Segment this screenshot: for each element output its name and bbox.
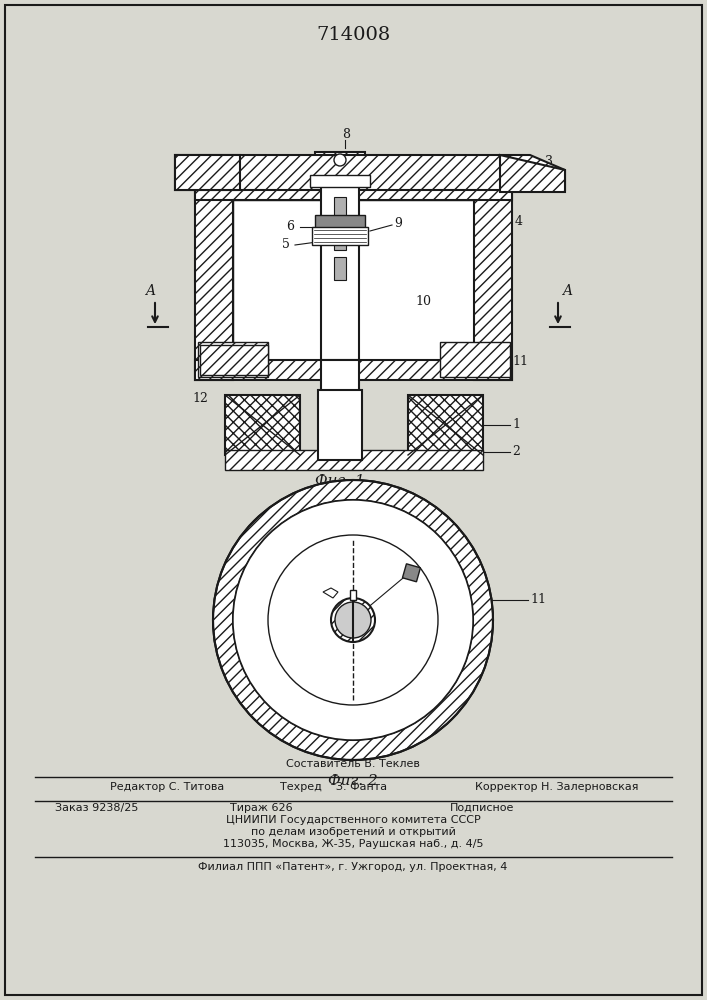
Polygon shape: [175, 155, 240, 190]
Text: 11: 11: [512, 355, 528, 368]
Polygon shape: [175, 155, 565, 190]
Bar: [321, 180, 359, 360]
Circle shape: [334, 154, 346, 166]
Text: A: A: [145, 284, 155, 298]
Bar: [334, 257, 346, 280]
Text: Филиал ППП «Патент», г. Ужгород, ул. Проектная, 4: Филиал ППП «Патент», г. Ужгород, ул. Про…: [198, 862, 508, 872]
Text: 14: 14: [296, 583, 312, 596]
Text: 10: 10: [415, 295, 431, 308]
Text: ЦНИИПИ Государственного комитета СССР: ЦНИИПИ Государственного комитета СССР: [226, 815, 480, 825]
Text: 2: 2: [512, 445, 520, 458]
Text: Редактор С. Титова: Редактор С. Титова: [110, 782, 224, 792]
Polygon shape: [402, 564, 421, 582]
Text: 5: 5: [282, 238, 290, 251]
Text: 8: 8: [342, 128, 350, 141]
Bar: [195, 180, 512, 200]
Bar: [321, 360, 359, 410]
Text: Заказ 9238/25: Заказ 9238/25: [55, 803, 139, 813]
Text: 2: 2: [412, 572, 420, 585]
Polygon shape: [200, 345, 268, 375]
Text: 9: 9: [394, 217, 402, 230]
Bar: [195, 180, 233, 380]
Circle shape: [268, 535, 438, 705]
Bar: [195, 360, 512, 380]
Bar: [310, 175, 370, 187]
Text: Тираж 626: Тираж 626: [230, 803, 293, 813]
Text: Корректор Н. Залерновская: Корректор Н. Залерновская: [475, 782, 638, 792]
Bar: [233, 200, 474, 360]
Bar: [312, 227, 368, 245]
Text: 12: 12: [192, 392, 208, 405]
Text: Подписное: Подписное: [450, 803, 515, 813]
Circle shape: [331, 598, 375, 642]
Bar: [198, 342, 268, 377]
Text: Фиг. 2: Фиг. 2: [328, 774, 378, 788]
Circle shape: [335, 602, 371, 638]
Text: 6: 6: [286, 220, 294, 233]
Text: Фиг. 1: Фиг. 1: [315, 474, 365, 488]
Text: 4: 4: [515, 215, 523, 228]
Bar: [225, 450, 483, 470]
Text: 1: 1: [512, 418, 520, 431]
Text: 10: 10: [378, 630, 394, 643]
Polygon shape: [323, 588, 338, 598]
Bar: [334, 197, 346, 220]
Bar: [318, 390, 362, 460]
Bar: [334, 227, 346, 250]
Text: 13: 13: [443, 559, 458, 572]
Text: 7: 7: [295, 172, 303, 185]
Text: A: A: [562, 284, 572, 298]
Bar: [474, 180, 512, 380]
Text: 714008: 714008: [316, 26, 390, 44]
Text: по делам изобретений и открытий: по делам изобретений и открытий: [250, 827, 455, 837]
Bar: [315, 215, 365, 230]
Bar: [408, 395, 483, 455]
Text: 11: 11: [530, 593, 546, 606]
Bar: [225, 395, 300, 455]
Polygon shape: [500, 155, 565, 192]
Text: 3: 3: [545, 155, 553, 168]
Text: Техред    З. Фанта: Техред З. Фанта: [280, 782, 387, 792]
Polygon shape: [350, 590, 356, 600]
Circle shape: [233, 500, 473, 740]
Text: 113035, Москва, Ж-35, Раушская наб., д. 4/5: 113035, Москва, Ж-35, Раушская наб., д. …: [223, 839, 484, 849]
Text: 12: 12: [368, 675, 384, 688]
Bar: [440, 342, 510, 377]
Text: A-A: A-A: [327, 491, 354, 505]
Bar: [315, 152, 365, 180]
Text: Составитель В. Теклев: Составитель В. Теклев: [286, 759, 420, 769]
